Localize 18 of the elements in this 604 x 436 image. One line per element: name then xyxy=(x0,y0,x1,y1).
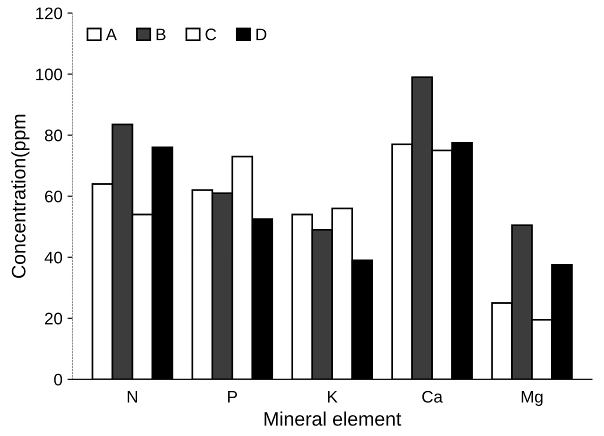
y-tick-label: 100 xyxy=(36,68,62,80)
x-tick-label: N xyxy=(128,391,138,403)
legend-label: B xyxy=(156,28,166,40)
y-tick-label: 120 xyxy=(36,7,62,20)
x-tick-label: P xyxy=(228,391,237,403)
legend-label: A xyxy=(106,28,117,40)
legend-label: C xyxy=(206,28,216,40)
legend-label: D xyxy=(256,28,266,40)
x-tick-label: Ca xyxy=(422,390,443,403)
x-tick-label: K xyxy=(328,391,338,403)
y-axis-title: Concentration(ppm xyxy=(11,114,30,278)
y-tick-label: 40 xyxy=(44,252,62,264)
y-tick-label: 20 xyxy=(45,312,62,324)
x-tick-label: Mg xyxy=(522,391,542,406)
y-tick-label: 60 xyxy=(45,190,62,202)
y-tick-label: 80 xyxy=(44,130,62,142)
y-tick-label: 0 xyxy=(54,374,62,386)
x-axis-title: Mineral element xyxy=(264,412,402,426)
